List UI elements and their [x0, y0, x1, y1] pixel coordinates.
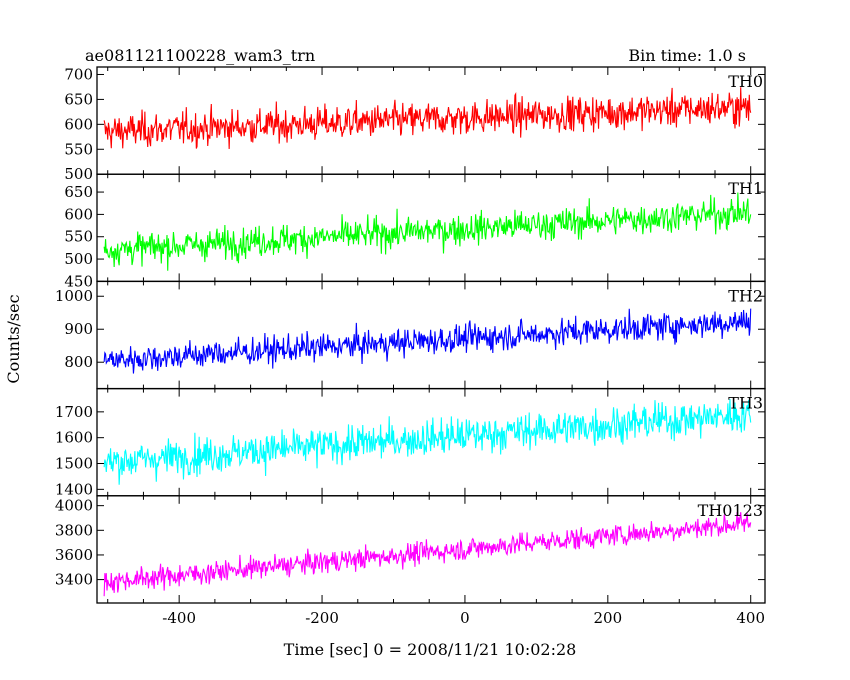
x-tick-label: 200 — [594, 609, 623, 627]
y-tick-label: 800 — [64, 353, 93, 371]
bin-time-label: Bin time: 1.0 s — [628, 46, 746, 65]
y-tick-label: 550 — [64, 228, 93, 246]
y-tick-label: 3800 — [55, 521, 93, 539]
y-tick-label: 1700 — [55, 403, 93, 421]
series-line-th3 — [103, 399, 752, 485]
panel-frame-th0123 — [96, 495, 766, 604]
y-tick-label: 450 — [64, 272, 93, 290]
chart-title: ae081121100228_wam3_trn — [85, 46, 315, 65]
panels-group: 500 550 600 650 700 TH0 450 500 550 600 650 TH1 800 9… — [55, 65, 766, 627]
panel-frame-th0 — [96, 66, 766, 175]
panel-frame-th1 — [96, 173, 766, 283]
x-tick-label: 0 — [460, 609, 470, 627]
y-tick-label: 600 — [64, 205, 93, 223]
panel-label-th0123: TH0123 — [698, 501, 763, 520]
y-tick-label: 1000 — [55, 287, 93, 305]
y-tick-label: 700 — [64, 65, 93, 83]
y-tick-label: 3400 — [55, 571, 93, 589]
y-tick-label: 600 — [64, 115, 93, 133]
x-tick-label: 400 — [736, 609, 765, 627]
y-tick-label: 550 — [64, 140, 93, 158]
y-tick-label: 3600 — [55, 546, 93, 564]
y-tick-label: 500 — [64, 165, 93, 183]
y-tick-label: 900 — [64, 320, 93, 338]
y-tick-label: 650 — [64, 183, 93, 201]
series-line-th0 — [103, 87, 752, 149]
panel-label-th3: TH3 — [728, 394, 763, 413]
x-axis-label: Time [sec] 0 = 2008/11/21 10:02:28 — [284, 640, 577, 659]
series-line-th2 — [103, 308, 752, 374]
y-tick-label: 1400 — [55, 480, 93, 498]
series-line-th0123 — [103, 511, 752, 597]
y-tick-label: 500 — [64, 250, 93, 268]
y-tick-label: 1600 — [55, 429, 93, 447]
x-tick-label: -400 — [162, 609, 196, 627]
x-tick-label: -200 — [305, 609, 339, 627]
y-axis-label: Counts/sec — [4, 294, 23, 383]
y-tick-label: 4000 — [55, 497, 93, 515]
y-tick-label: 650 — [64, 90, 93, 108]
panel-label-th0: TH0 — [728, 72, 763, 91]
y-tick-label: 1500 — [55, 455, 93, 473]
panel-label-th2: TH2 — [728, 286, 763, 305]
panel-label-th1: TH1 — [728, 179, 763, 198]
series-line-th1 — [103, 192, 752, 271]
